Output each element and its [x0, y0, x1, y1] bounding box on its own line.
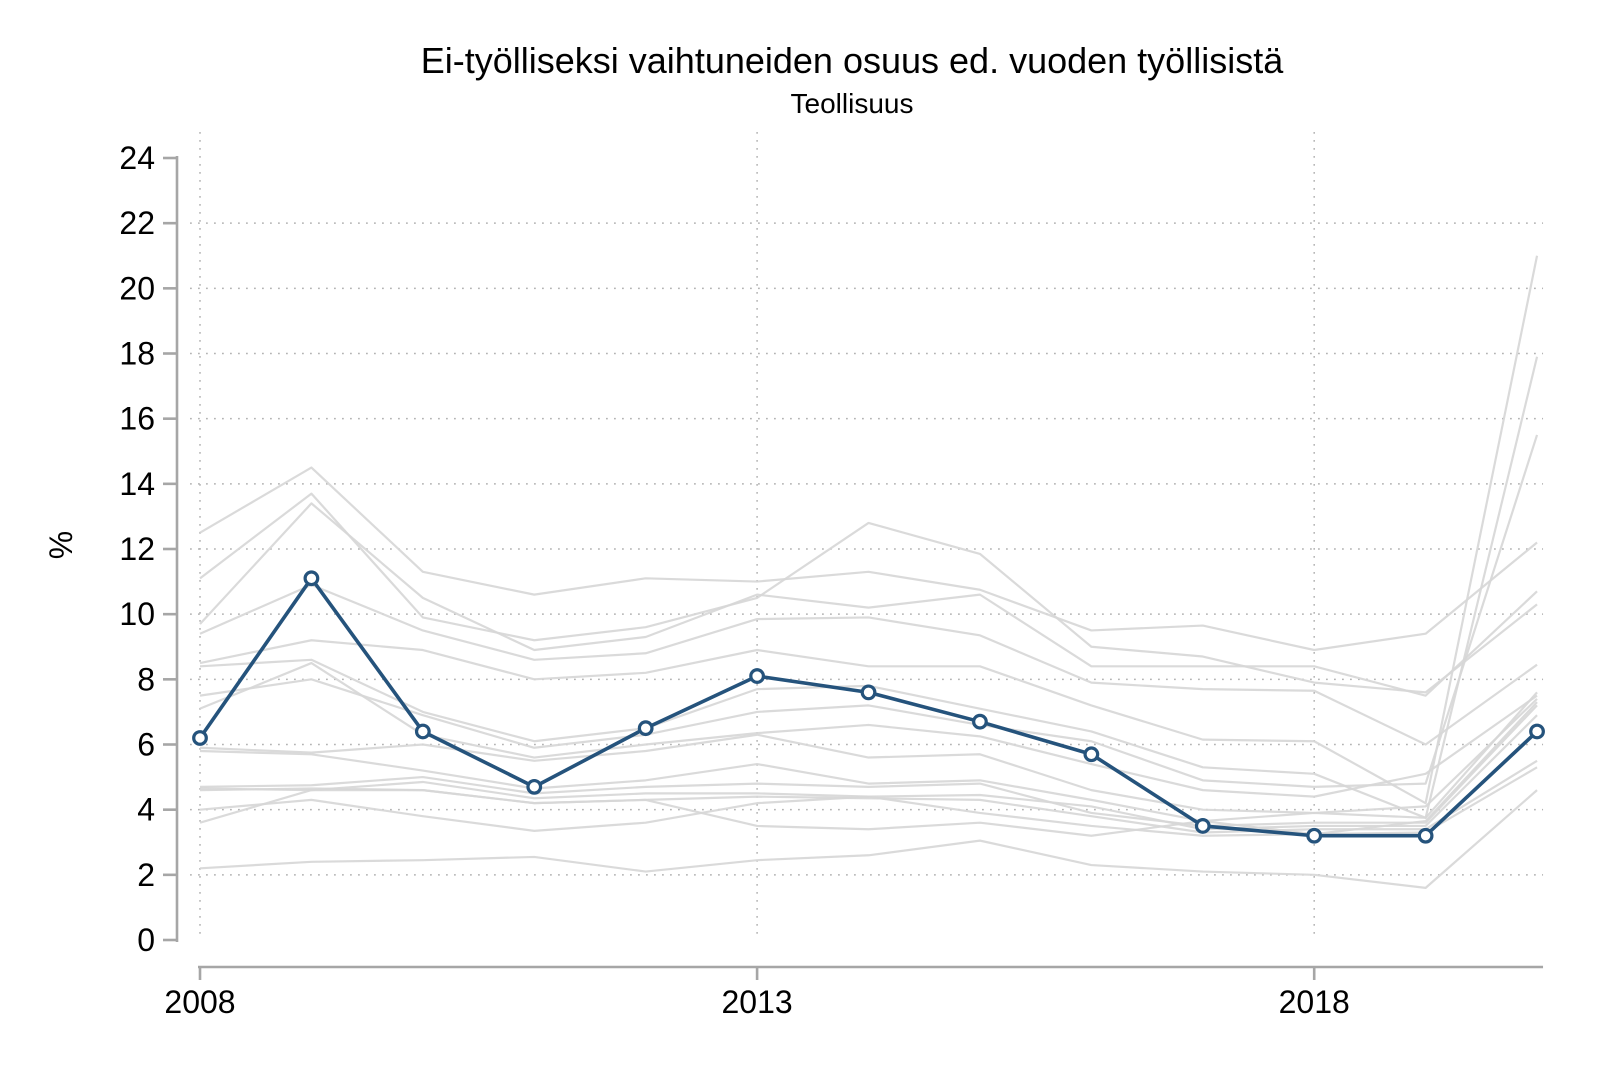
y-tick-label: 22: [119, 205, 155, 241]
y-axis-label: %: [43, 531, 79, 559]
y-tick-label: 16: [119, 401, 155, 437]
data-point-marker: [637, 720, 654, 737]
background-series-line: [199, 466, 1538, 652]
chart-title: Ei-työlliseksi vaihtuneiden osuus ed. vu…: [421, 40, 1284, 81]
data-point-marker: [414, 723, 431, 740]
y-tick-label: 2: [137, 857, 155, 893]
data-point-marker: [1417, 827, 1434, 844]
background-series-line: [199, 789, 1538, 889]
background-series-line: [199, 255, 1539, 805]
chart-subtitle: Teollisuus: [791, 88, 914, 119]
background-series-line: [199, 356, 1539, 819]
x-tick-label: 2013: [722, 984, 793, 1020]
y-tick-label: 4: [137, 792, 155, 828]
background-series-line: [199, 661, 1538, 798]
background-series-line: [199, 704, 1538, 828]
data-point-marker: [303, 570, 320, 587]
x-tick-label: 2018: [1279, 984, 1350, 1020]
y-tick-label: 10: [119, 596, 155, 632]
y-tick-label: 18: [119, 336, 155, 372]
y-tick-label: 14: [119, 466, 155, 502]
background-series-line: [199, 583, 1538, 746]
data-point-marker: [749, 668, 765, 684]
data-point-marker: [526, 778, 543, 795]
y-tick-label: 6: [137, 727, 155, 763]
x-tick-label: 2008: [164, 984, 235, 1020]
y-tick-label: 24: [119, 140, 155, 176]
y-tick-label: 20: [119, 270, 155, 306]
data-point-marker: [192, 730, 208, 746]
background-series-line: [199, 502, 1538, 697]
background-series-line: [199, 492, 1538, 694]
data-point-marker: [1083, 746, 1100, 763]
background-series-line: [199, 691, 1538, 837]
y-tick-label: 0: [137, 922, 155, 958]
data-point-marker: [972, 713, 988, 730]
background-series-line: [199, 434, 1539, 788]
data-point-marker: [860, 684, 877, 701]
data-point-marker: [1306, 827, 1323, 844]
y-tick-label: 8: [137, 661, 155, 697]
data-point-marker: [1529, 723, 1545, 740]
y-tick-label: 12: [119, 531, 155, 567]
data-point-marker: [1194, 818, 1211, 834]
